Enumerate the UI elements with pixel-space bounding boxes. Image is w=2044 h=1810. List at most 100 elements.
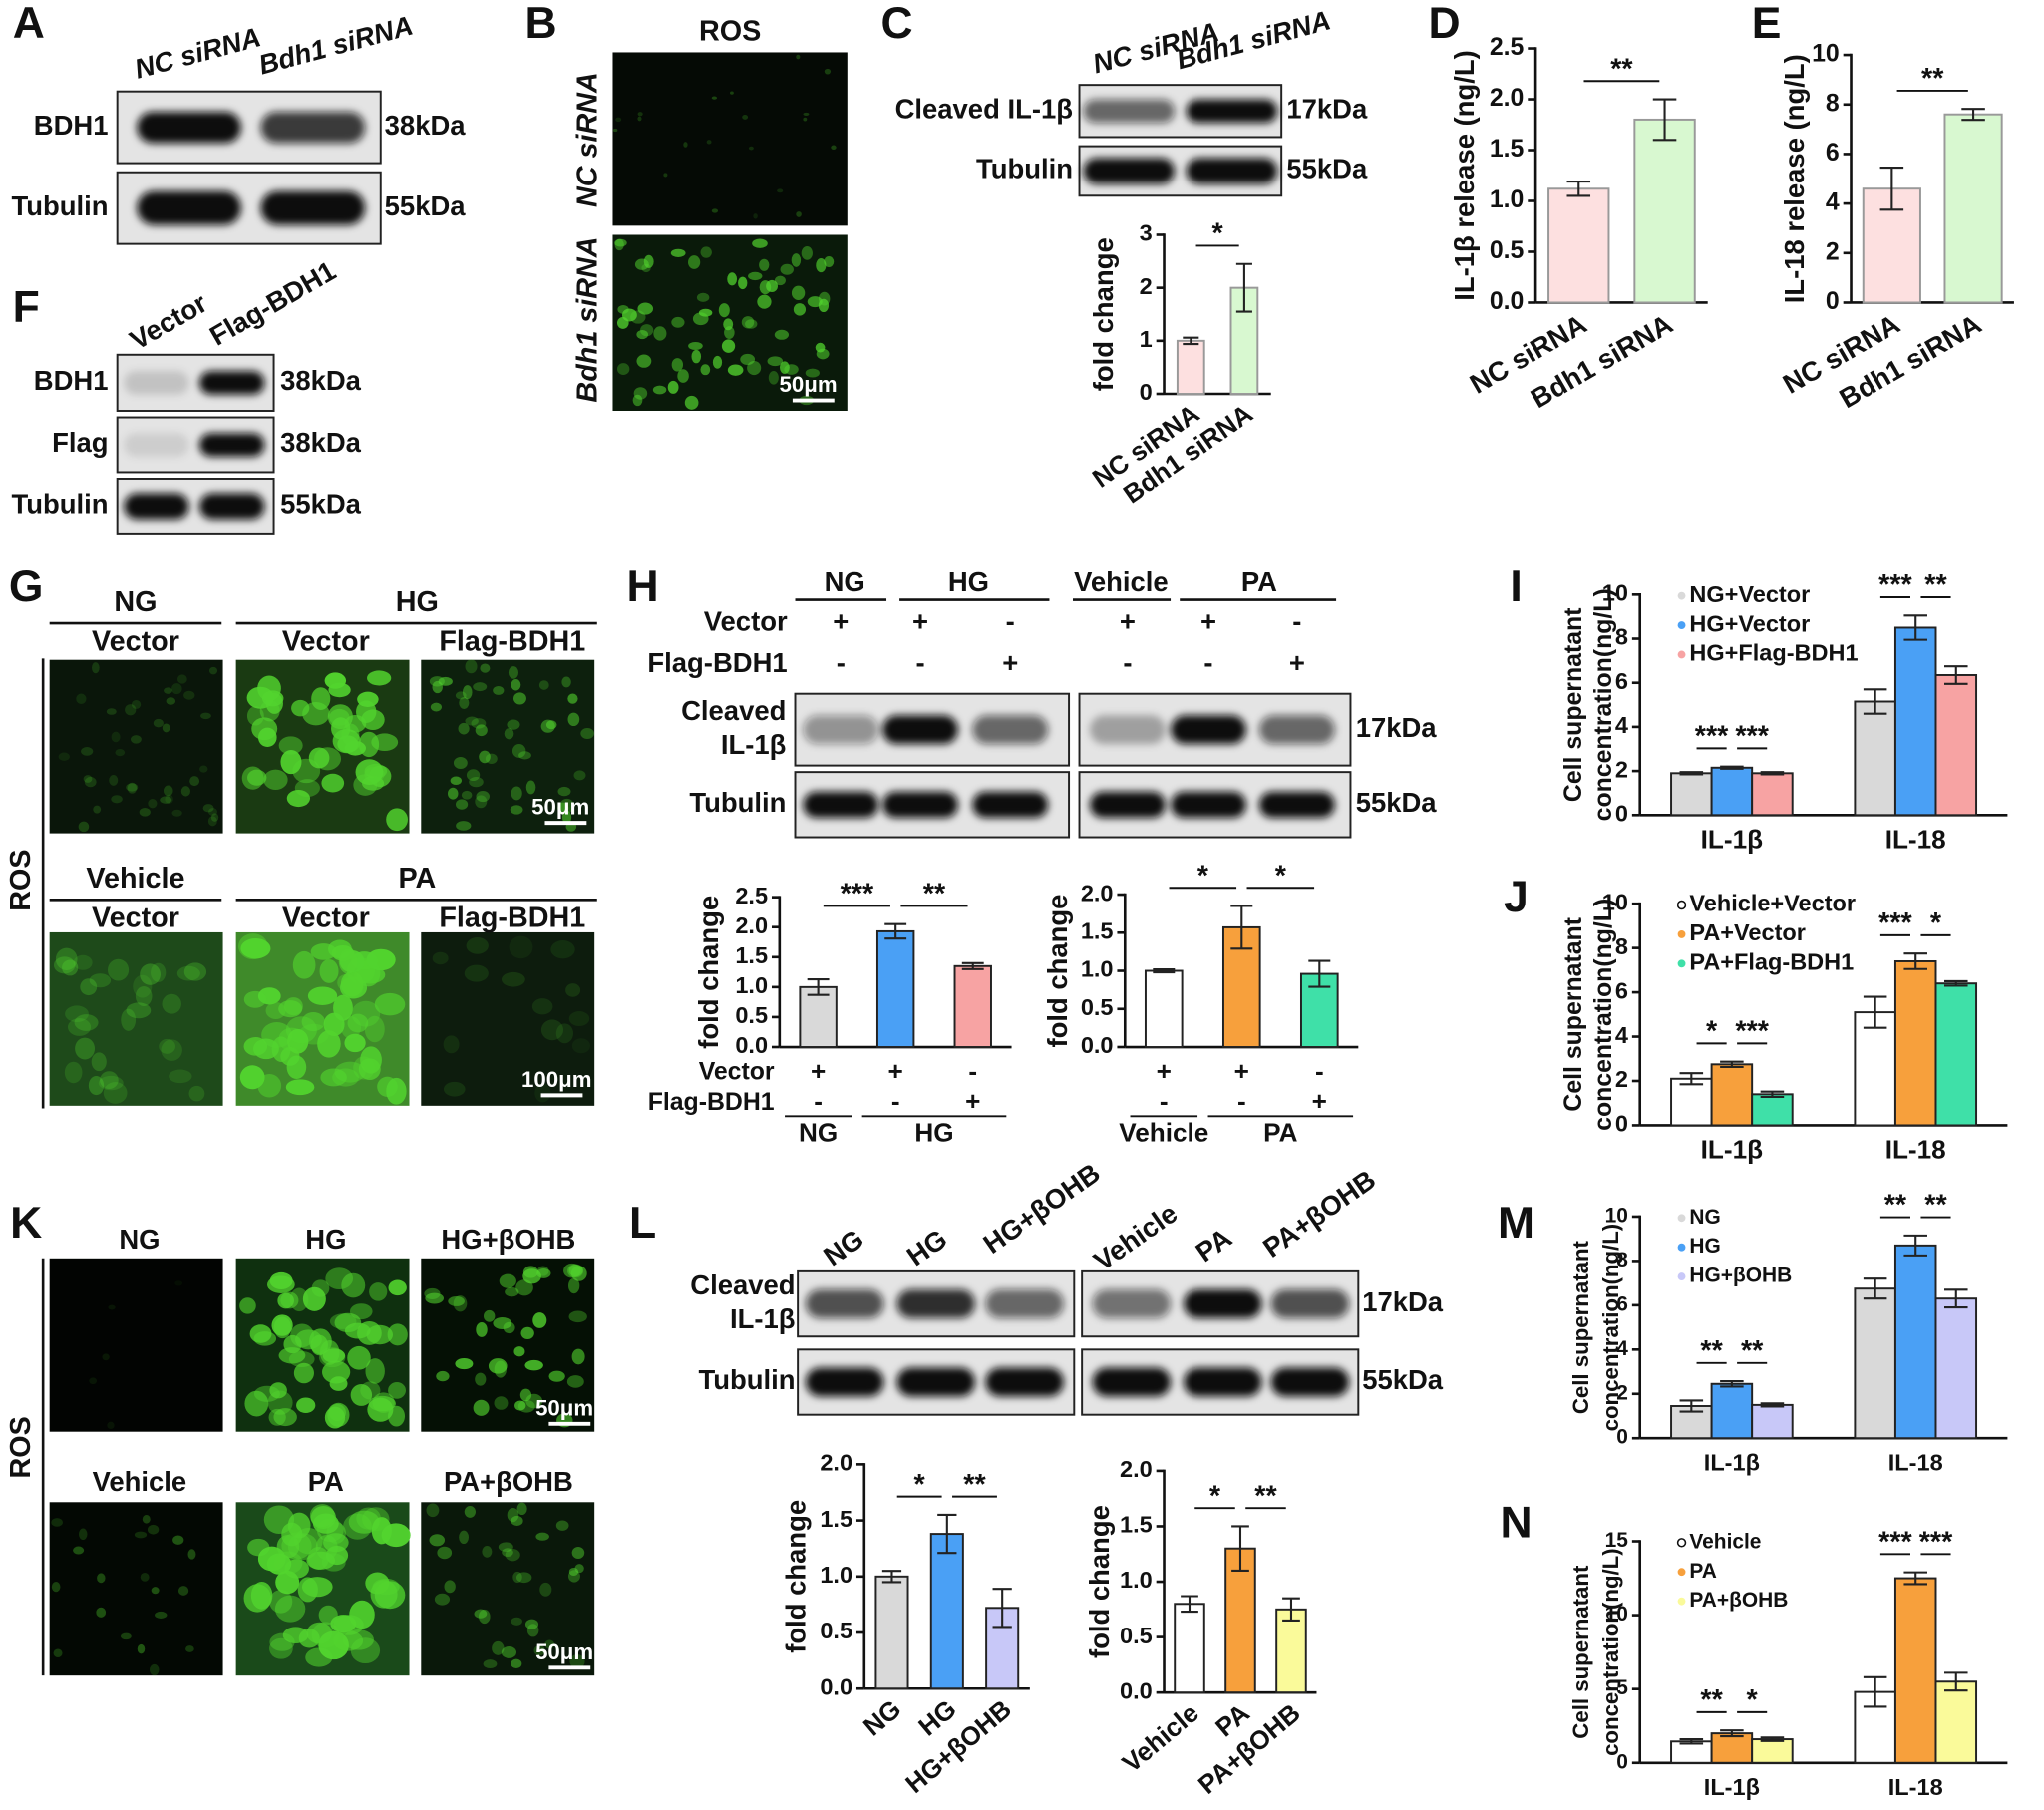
cell	[636, 329, 649, 340]
cell	[165, 794, 173, 805]
cell	[310, 1334, 328, 1356]
x-tick-label: IL-1β	[1704, 1450, 1760, 1476]
treatment-label: Vector	[704, 605, 788, 636]
cell	[160, 796, 172, 804]
bar	[1670, 772, 1713, 817]
cell	[555, 1520, 569, 1531]
cell	[791, 253, 802, 267]
band	[1186, 99, 1278, 124]
column-label: HG+βOHB	[441, 1224, 575, 1255]
cell	[91, 1052, 107, 1072]
cell	[617, 363, 630, 376]
cell	[285, 1016, 317, 1044]
micrograph	[612, 52, 848, 226]
bar	[1943, 113, 2003, 304]
cell	[663, 173, 668, 178]
panel-label: I	[1510, 562, 1522, 611]
cell	[73, 954, 93, 970]
cell	[696, 292, 710, 302]
panel-label: N	[1500, 1499, 1532, 1548]
cell	[614, 238, 627, 247]
column-label: Vector	[282, 902, 370, 933]
size-label: 38kDa	[280, 365, 362, 396]
cell	[374, 992, 406, 1016]
cell	[126, 783, 139, 792]
y-tick-label: 6	[1615, 668, 1628, 694]
cell	[532, 1312, 547, 1328]
y-axis-label: concentration(ng/L)	[1590, 588, 1617, 821]
micrograph	[49, 659, 223, 834]
significance-label: **	[1610, 53, 1633, 85]
significance-label: *	[1747, 1684, 1759, 1716]
cell	[698, 308, 713, 317]
cell	[171, 809, 182, 817]
cell	[107, 958, 130, 981]
bar	[1893, 1577, 1937, 1764]
cell	[163, 785, 173, 797]
bar	[1751, 1738, 1794, 1764]
cell	[78, 1528, 88, 1540]
y-tick-label: 6	[1826, 140, 1840, 167]
cell	[253, 1331, 277, 1346]
bar	[875, 929, 915, 1048]
scale-label: 50μm	[531, 795, 589, 820]
cell	[139, 808, 151, 817]
error-bar	[1679, 1399, 1704, 1413]
significance-label: ***	[1695, 721, 1729, 753]
cell	[777, 188, 784, 193]
cell	[505, 1548, 520, 1562]
cell	[561, 676, 571, 688]
cell	[296, 1397, 316, 1413]
cell	[126, 1002, 152, 1019]
scale-label: 50μm	[535, 1395, 593, 1420]
cell	[474, 1609, 488, 1619]
y-tick-label: 10	[1605, 1603, 1628, 1626]
band	[972, 791, 1049, 818]
error-bar	[1760, 1402, 1785, 1408]
band	[124, 371, 189, 395]
significance-label: **	[1700, 1335, 1723, 1367]
cell	[524, 1359, 543, 1371]
cell	[265, 1001, 286, 1020]
cell	[102, 1353, 110, 1361]
column-label: Flag-BDH1	[439, 625, 585, 657]
cell	[738, 276, 748, 290]
panel-label: D	[1429, 0, 1461, 48]
cell	[103, 1082, 128, 1104]
cell	[796, 211, 802, 217]
error-bar	[1944, 1288, 1968, 1309]
error-bar	[1720, 1060, 1744, 1069]
error-bar	[1879, 167, 1904, 211]
cell	[438, 676, 453, 686]
cell	[480, 663, 491, 673]
cell	[208, 666, 218, 675]
size-label: 38kDa	[280, 427, 362, 458]
y-tick-label: 4	[1615, 712, 1628, 738]
cell	[347, 1345, 371, 1370]
cell	[365, 1358, 385, 1384]
y-tick-label: 2.5	[735, 883, 768, 908]
cell	[321, 773, 345, 793]
error-bar	[1308, 959, 1331, 988]
cell	[803, 112, 810, 116]
cell	[166, 697, 176, 705]
bar	[1893, 1244, 1937, 1440]
column-label: NG	[119, 1224, 160, 1255]
cell	[671, 316, 685, 328]
x-tick-label: IL-18	[1888, 1450, 1943, 1476]
cell	[566, 1375, 584, 1388]
legend-marker	[1676, 1538, 1687, 1548]
significance-label: **	[1741, 1335, 1764, 1367]
image-title: ROS	[699, 15, 761, 47]
cell	[176, 965, 200, 981]
cell	[274, 1595, 306, 1623]
band	[896, 1289, 975, 1318]
cell	[568, 1567, 579, 1577]
cell	[183, 962, 207, 981]
y-tick-label: 1.0	[735, 972, 768, 998]
cell	[533, 1645, 545, 1656]
cell	[448, 1296, 465, 1306]
cell	[816, 258, 827, 273]
cell	[188, 1085, 205, 1102]
cell	[718, 303, 730, 318]
